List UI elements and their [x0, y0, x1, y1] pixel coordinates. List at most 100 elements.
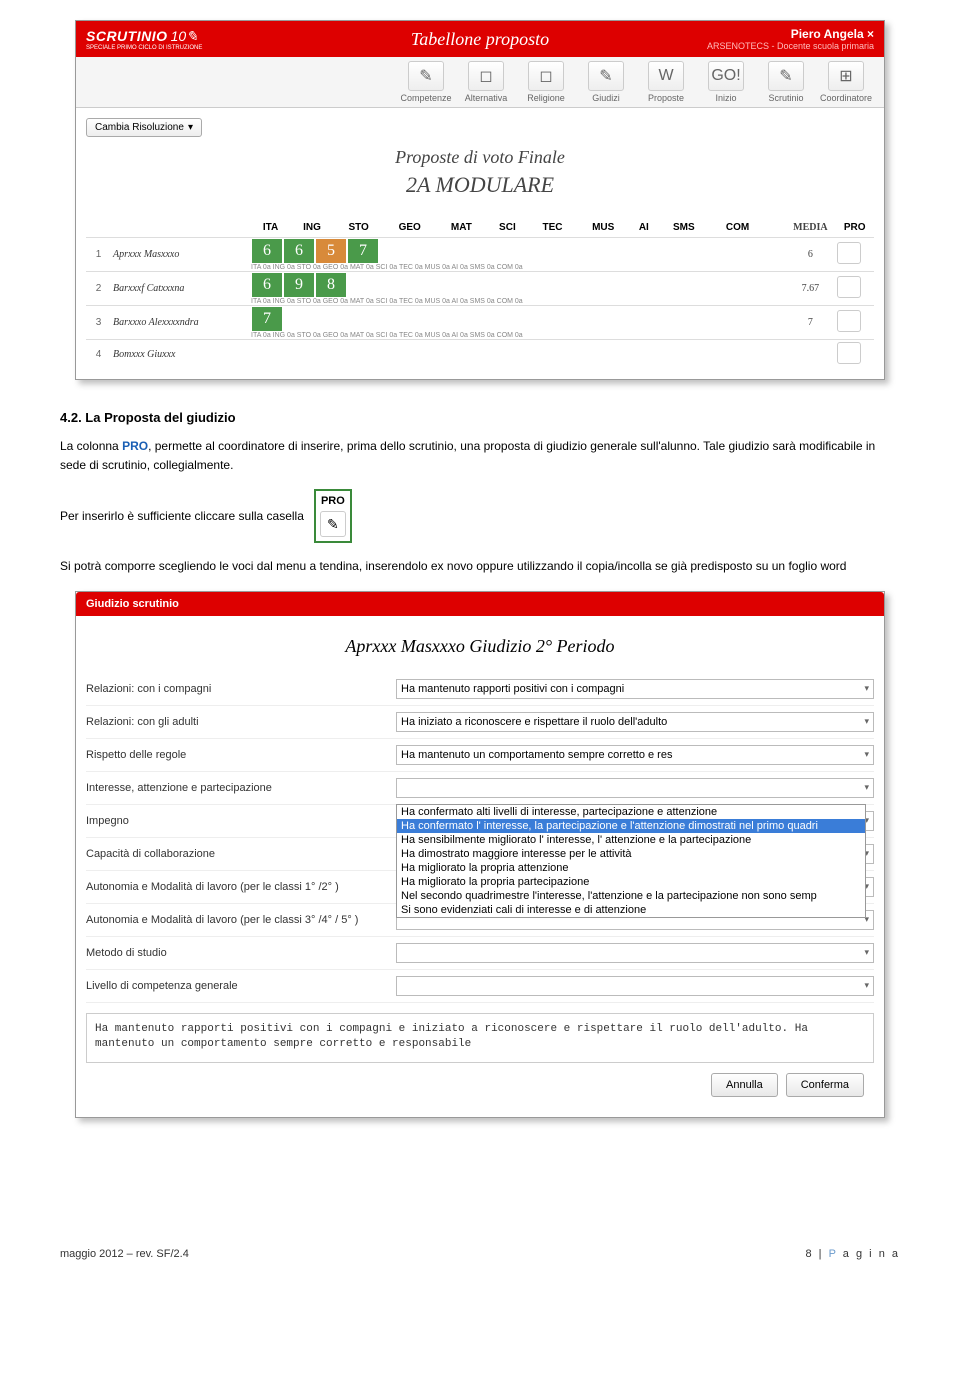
dialog-body: Aprxxx Masxxxo Giudizio 2° Periodo Relaz…	[76, 616, 884, 1117]
coordinatore-icon: ⊞	[828, 61, 864, 91]
table-row: 1Aprxxx Masxxxo6657ITA 0a ING 0a STO 0a …	[86, 238, 874, 272]
chevron-down-icon: ▾	[864, 716, 869, 727]
sub-labels: ITA 0a ING 0a STO 0a GEO 0a MAT 0a SCI 0…	[251, 332, 765, 339]
chevron-down-icon: ▾	[864, 749, 869, 760]
logo: SCRUTINIO 10✎ SPECIALE PRIMO CICLO DI IS…	[86, 28, 202, 51]
dropdown-options[interactable]: Ha confermato alti livelli di interesse,…	[396, 804, 866, 918]
edit-icon[interactable]: ✎	[320, 511, 346, 537]
pro-edit-icon[interactable]	[837, 342, 861, 364]
sub-labels: ITA 0a ING 0a STO 0a GEO 0a MAT 0a SCI 0…	[251, 298, 765, 305]
form-select[interactable]: Ha mantenuto rapporti positivi con i com…	[396, 679, 874, 699]
footer-left: maggio 2012 – rev. SF/2.4	[60, 1248, 189, 1260]
dialog-buttons: Annulla Conferma	[86, 1063, 874, 1107]
pro-edit-icon[interactable]	[837, 276, 861, 298]
toolbar-item-religione[interactable]: ◻Religione	[518, 61, 574, 103]
form-label: Interesse, attenzione e partecipazione	[86, 782, 396, 794]
close-icon[interactable]: ×	[867, 27, 874, 41]
form-row: Livello di competenza generale ▾	[86, 970, 874, 1003]
app-header: SCRUTINIO 10✎ SPECIALE PRIMO CICLO DI IS…	[76, 21, 884, 57]
pro-edit-icon[interactable]	[837, 310, 861, 332]
toolbar-item-inizio[interactable]: GO!Inizio	[698, 61, 754, 103]
pro-label: PRO	[321, 495, 345, 507]
sub-labels: ITA 0a ING 0a STO 0a GEO 0a MAT 0a SCI 0…	[251, 264, 765, 271]
logo-sub: SPECIALE PRIMO CICLO DI ISTRUZIONE	[86, 45, 202, 51]
media-value: 7	[785, 306, 835, 340]
dropdown-option[interactable]: Si sono evidenziati cali di interesse e …	[397, 903, 865, 917]
class-title: 2A MODULARE	[86, 172, 874, 198]
form-row: Relazioni: con gli adulti Ha iniziato a …	[86, 706, 874, 739]
grade-cell[interactable]: 9	[283, 272, 315, 298]
confirm-button[interactable]: Conferma	[786, 1073, 864, 1097]
paragraph-3: Si potrà comporre scegliendo le voci dal…	[60, 557, 900, 576]
toolbar-item-competenze[interactable]: ✎Competenze	[398, 61, 454, 103]
dropdown-option[interactable]: Nel secondo quadrimestre l'interesse, l'…	[397, 889, 865, 903]
toolbar-item-alternativa[interactable]: ◻Alternativa	[458, 61, 514, 103]
inizio-icon: GO!	[708, 61, 744, 91]
inline-row: Per inserirlo è sufficiente cliccare sul…	[60, 489, 900, 543]
religione-icon: ◻	[528, 61, 564, 91]
form-row: Relazioni: con i compagni Ha mantenuto r…	[86, 673, 874, 706]
student-name: Bomxxx Giuxxx	[111, 340, 251, 370]
giudizio-title: Aprxxx Masxxxo Giudizio 2° Periodo	[86, 636, 874, 657]
resolution-label: Cambia Risoluzione	[95, 122, 184, 133]
grade-cell[interactable]: 6	[251, 238, 283, 264]
col-STO: STO	[334, 218, 383, 238]
page-footer: maggio 2012 – rev. SF/2.4 8 | P a g i n …	[0, 1228, 960, 1270]
form-label: Livello di competenza generale	[86, 980, 396, 992]
form-select[interactable]: Ha mantenuto un comportamento sempre cor…	[396, 745, 874, 765]
table-row: 2Barxxxf Catxxxna698ITA 0a ING 0a STO 0a…	[86, 272, 874, 306]
form-label: Relazioni: con gli adulti	[86, 716, 396, 728]
form-row: Rispetto delle regole Ha mantenuto un co…	[86, 739, 874, 772]
media-value: 6	[785, 238, 835, 272]
grade-cell[interactable]: 8	[315, 272, 347, 298]
giudizio-screenshot: Giudizio scrutinio Aprxxx Masxxxo Giudiz…	[75, 591, 885, 1118]
grade-cell[interactable]: 7	[251, 306, 283, 332]
form-select[interactable]: ▾	[396, 943, 874, 963]
alternativa-icon: ◻	[468, 61, 504, 91]
toolbar-item-proposte[interactable]: WProposte	[638, 61, 694, 103]
content-area: Cambia Risoluzione ▾ Proposte di voto Fi…	[76, 108, 884, 379]
page-title-block: Proposte di voto Finale 2A MODULARE	[86, 147, 874, 198]
media-value	[785, 340, 835, 370]
col-MUS: MUS	[577, 218, 630, 238]
giudizio-textarea[interactable]: Ha mantenuto rapporti positivi con i com…	[86, 1013, 874, 1063]
dropdown-option[interactable]: Ha sensibilmente migliorato l' interesse…	[397, 833, 865, 847]
paragraph-2: Per inserirlo è sufficiente cliccare sul…	[60, 507, 304, 526]
footer-right: 8 | P a g i n a	[805, 1248, 900, 1260]
toolbar: ✎Competenze◻Alternativa◻Religione✎Giudiz…	[76, 57, 884, 108]
grade-cell[interactable]: 6	[283, 238, 315, 264]
col-AI: AI	[630, 218, 658, 238]
dropdown-option[interactable]: Ha confermato alti livelli di interesse,…	[397, 805, 865, 819]
col-ITA: ITA	[251, 218, 290, 238]
user-name: Piero Angela	[791, 27, 864, 41]
form-select[interactable]: ▾	[396, 778, 874, 798]
toolbar-item-coordinatore[interactable]: ⊞Coordinatore	[818, 61, 874, 103]
grade-cell[interactable]: 7	[347, 238, 379, 264]
cancel-button[interactable]: Annulla	[711, 1073, 778, 1097]
scrutinio-icon: ✎	[768, 61, 804, 91]
form-label: Relazioni: con i compagni	[86, 683, 396, 695]
dropdown-option[interactable]: Ha migliorato la propria attenzione	[397, 861, 865, 875]
pro-edit-icon[interactable]	[837, 242, 861, 264]
toolbar-item-giudizi[interactable]: ✎Giudizi	[578, 61, 634, 103]
form-select[interactable]: ▾	[396, 976, 874, 996]
header-title: Tabellone proposto	[411, 29, 549, 50]
change-resolution-button[interactable]: Cambia Risoluzione ▾	[86, 118, 202, 137]
form-label: Autonomia e Modalità di lavoro (per le c…	[86, 914, 396, 926]
chevron-down-icon: ▾	[864, 683, 869, 694]
proposte-icon: W	[648, 61, 684, 91]
dropdown-option[interactable]: Ha migliorato la propria partecipazione	[397, 875, 865, 889]
pro-cell-example: PRO ✎	[314, 489, 352, 543]
grade-cell[interactable]: 6	[251, 272, 283, 298]
table-row: 4Bomxxx Giuxxx	[86, 340, 874, 370]
form-select[interactable]: Ha iniziato a riconoscere e rispettare i…	[396, 712, 874, 732]
dropdown-option[interactable]: Ha dimostrato maggiore interesse per le …	[397, 847, 865, 861]
toolbar-item-scrutinio[interactable]: ✎Scrutinio	[758, 61, 814, 103]
grade-cell[interactable]: 5	[315, 238, 347, 264]
form-label: Autonomia e Modalità di lavoro (per le c…	[86, 881, 396, 893]
dropdown-option[interactable]: Ha confermato l' interesse, la partecipa…	[397, 819, 865, 833]
col-SMS: SMS	[658, 218, 710, 238]
pro-keyword: PRO	[122, 439, 148, 453]
chevron-down-icon: ▾	[864, 947, 869, 958]
dialog-title: Giudizio scrutinio	[76, 592, 884, 616]
